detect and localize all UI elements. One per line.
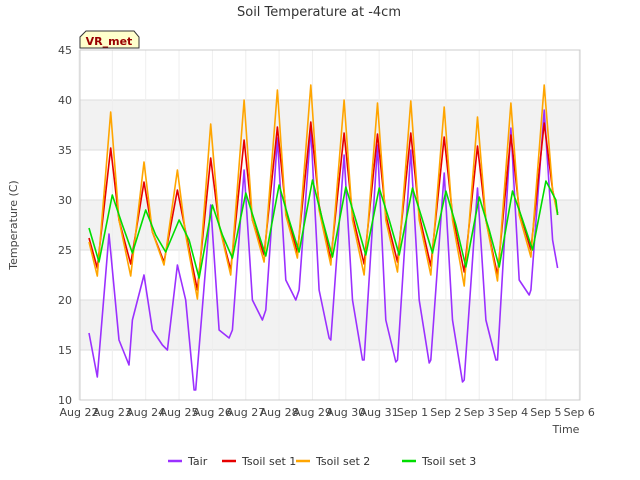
station-badge-box xyxy=(79,30,140,49)
series-line-4 xyxy=(88,179,559,279)
series-line-1 xyxy=(88,109,559,391)
y-tick-label: 15 xyxy=(58,344,72,357)
y-tick-label: 40 xyxy=(58,94,72,107)
y-tick-label: 10 xyxy=(58,394,72,407)
x-tick-label: Aug 27 xyxy=(226,406,265,419)
legend-label: Tsoil set 1 xyxy=(241,455,296,468)
y-axis-ticks: 10 15 20 25 30 35 40 45 xyxy=(58,44,72,407)
station-badge: VR_met xyxy=(79,30,140,49)
x-tick-label: Sep 1 xyxy=(397,406,428,419)
y-tick-label: 25 xyxy=(58,244,72,257)
x-tick-label: Aug 28 xyxy=(260,406,299,419)
legend-label: Tair xyxy=(187,455,208,468)
legend-label: Tsoil set 2 xyxy=(315,455,370,468)
x-tick-label: Aug 26 xyxy=(193,406,232,419)
x-tick-label: Aug 24 xyxy=(126,406,165,419)
plot-band xyxy=(80,300,580,350)
x-tick-label: Aug 31 xyxy=(360,406,399,419)
x-tick-label: Aug 23 xyxy=(93,406,132,419)
y-tick-label: 45 xyxy=(58,44,72,57)
legend-label: Tsoil set 3 xyxy=(421,455,476,468)
plot-bands xyxy=(80,100,580,350)
x-tick-label: Sep 5 xyxy=(530,406,561,419)
x-axis-label: Time xyxy=(552,423,580,436)
y-tick-label: 30 xyxy=(58,194,72,207)
plot-frame xyxy=(79,49,581,401)
series-lines xyxy=(88,84,559,391)
station-badge-label: VR_met xyxy=(86,35,133,48)
plot-band xyxy=(80,100,580,150)
x-tick-label: Aug 25 xyxy=(160,406,199,419)
y-tick-label: 35 xyxy=(58,144,72,157)
y-tick-label: 20 xyxy=(58,294,72,307)
x-tick-label: Aug 30 xyxy=(326,406,365,419)
x-tick-label: Sep 3 xyxy=(464,406,495,419)
x-tick-label: Sep 2 xyxy=(430,406,461,419)
legend: Tair Tsoil set 1 Tsoil set 2 Tsoil set 3 xyxy=(168,455,476,468)
plot-band xyxy=(80,200,580,250)
x-tick-label: Aug 29 xyxy=(293,406,332,419)
y-axis-label: Temperature (C) xyxy=(7,180,20,270)
x-tick-label: Aug 22 xyxy=(60,406,99,419)
x-tick-label: Sep 4 xyxy=(497,406,528,419)
x-tick-label: Sep 6 xyxy=(564,406,595,419)
chart-title: Soil Temperature at -4cm xyxy=(237,5,401,20)
